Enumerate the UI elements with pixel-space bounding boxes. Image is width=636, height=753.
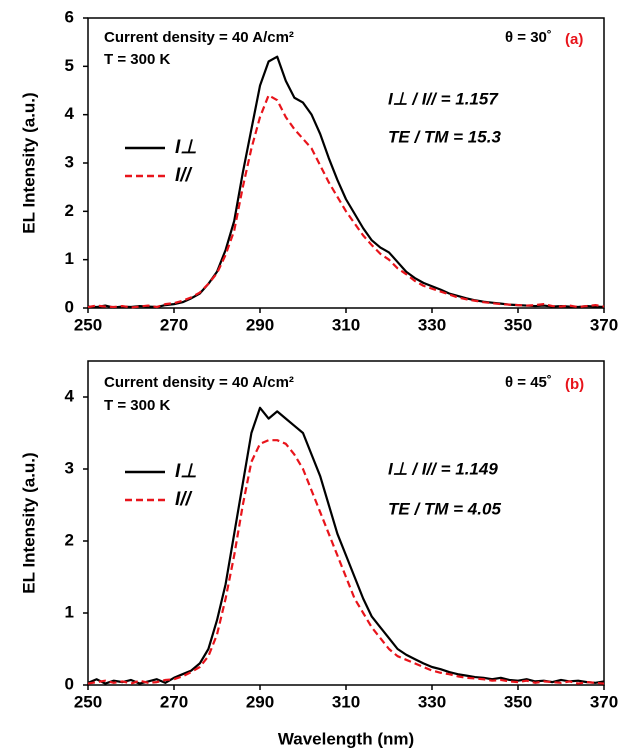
- spectrum-line: [87, 55, 605, 309]
- x-tick-label: 270: [160, 692, 188, 711]
- legend-label: I⊥: [175, 137, 197, 158]
- legend-label: I//: [175, 489, 193, 510]
- x-tick-label: 270: [160, 315, 188, 334]
- x-tick-label: 250: [74, 315, 102, 334]
- y-tick-label: 4: [65, 104, 75, 123]
- annotation: TE / TM = 4.05: [388, 499, 501, 518]
- spectrum-line: [87, 94, 605, 309]
- y-tick-label: 1: [65, 602, 74, 621]
- spectrum-line: [87, 406, 605, 685]
- annotation: Current density = 40 A/cm²: [104, 374, 294, 391]
- y-tick-label: 0: [65, 674, 74, 693]
- y-tick-label: 6: [65, 7, 74, 26]
- x-tick-label: 290: [246, 692, 274, 711]
- annotation: T = 300 K: [104, 51, 170, 68]
- x-axis-label: Wavelength (nm): [278, 729, 414, 748]
- annotation: I⊥ / I// = 1.149: [388, 459, 498, 478]
- y-tick-label: 2: [65, 530, 74, 549]
- legend-label: I⊥: [175, 461, 197, 482]
- x-tick-label: 330: [418, 692, 446, 711]
- x-tick-label: 350: [504, 692, 532, 711]
- spectrum-line: [87, 439, 605, 685]
- legend-label: I//: [175, 165, 193, 186]
- annotation: (a): [565, 31, 583, 48]
- y-tick-label: 4: [65, 386, 75, 405]
- x-tick-label: 330: [418, 315, 446, 334]
- annotation: θ = 45˚: [505, 374, 552, 391]
- x-tick-label: 350: [504, 315, 532, 334]
- x-tick-label: 290: [246, 315, 274, 334]
- y-axis-label: EL Intensity (a.u.): [19, 92, 38, 233]
- y-tick-label: 2: [65, 201, 74, 220]
- y-tick-label: 5: [65, 56, 74, 75]
- annotation: θ = 30˚: [505, 29, 552, 46]
- x-tick-label: 370: [590, 315, 618, 334]
- y-tick-label: 0: [65, 297, 74, 316]
- x-tick-label: 370: [590, 692, 618, 711]
- y-axis-label: EL Intensity (a.u.): [19, 452, 38, 593]
- annotation: I⊥ / I// = 1.157: [388, 89, 499, 108]
- annotation: Current density = 40 A/cm²: [104, 29, 294, 46]
- x-tick-label: 310: [332, 692, 360, 711]
- y-tick-label: 1: [65, 249, 74, 268]
- annotation: TE / TM = 15.3: [388, 127, 501, 146]
- y-tick-label: 3: [65, 152, 74, 171]
- x-tick-label: 310: [332, 315, 360, 334]
- annotation: (b): [565, 376, 584, 393]
- annotation: T = 300 K: [104, 397, 170, 414]
- x-tick-label: 250: [74, 692, 102, 711]
- y-tick-label: 3: [65, 458, 74, 477]
